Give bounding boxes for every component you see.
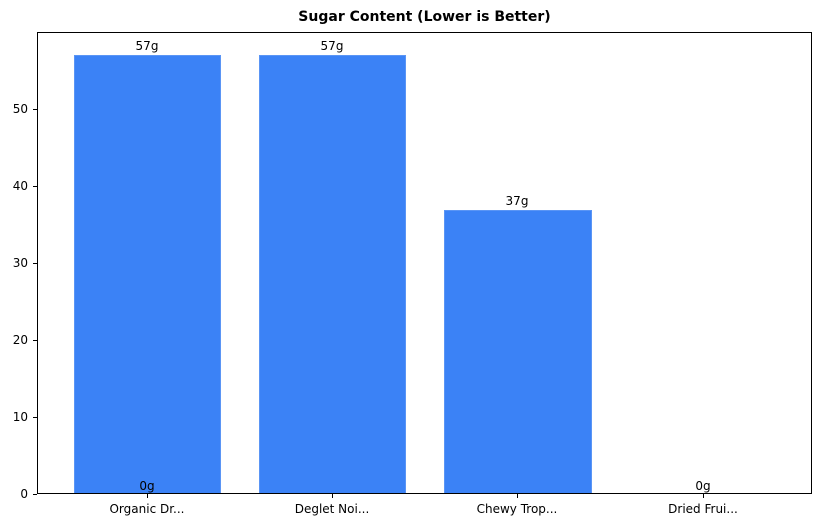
x-tick	[332, 494, 333, 498]
x-tick-label: Deglet Noi...	[294, 502, 370, 516]
x-tick	[703, 494, 704, 498]
x-tick	[517, 494, 518, 498]
y-tick-label: 20	[12, 333, 28, 347]
value-label: 0g	[695, 479, 711, 493]
bar-chewy	[444, 210, 592, 494]
y-tick-label: 0	[20, 487, 28, 501]
chart-title: Sugar Content (Lower is Better)	[298, 9, 551, 25]
y-tick-label: 50	[12, 102, 28, 116]
plot-area	[37, 32, 812, 494]
y-tick-label: 30	[12, 256, 28, 270]
y-tick-label: 10	[12, 410, 28, 424]
value-label: 57g	[320, 39, 344, 53]
x-tick-label: Chewy Trop...	[476, 502, 558, 516]
bar-organic	[74, 55, 221, 494]
x-tick	[147, 494, 148, 498]
x-tick-label: Organic Dr...	[109, 502, 185, 516]
y-tick-label: 40	[12, 179, 28, 193]
value-label: 37g	[505, 194, 529, 208]
x-tick-label: Dried Frui...	[668, 502, 738, 516]
zero-value-label: 0g	[139, 479, 155, 493]
bar-deglet	[259, 55, 406, 494]
value-label: 57g	[135, 39, 159, 53]
